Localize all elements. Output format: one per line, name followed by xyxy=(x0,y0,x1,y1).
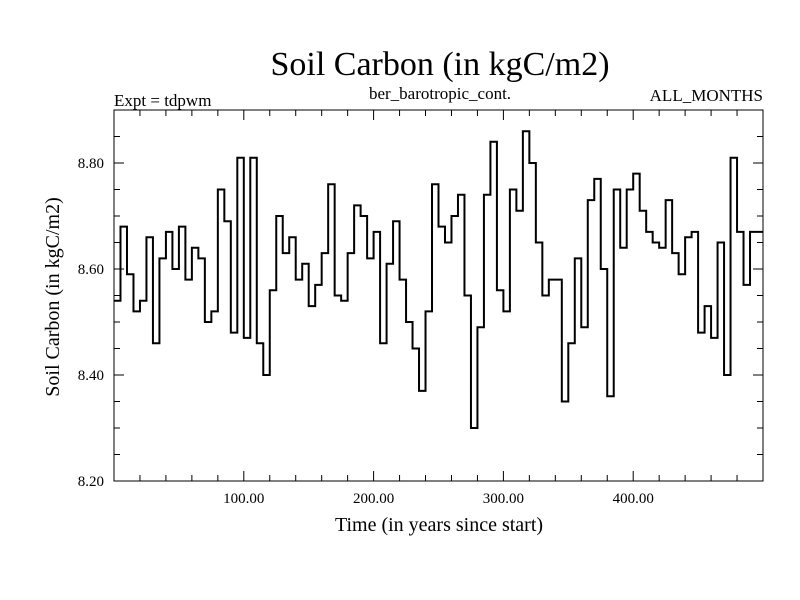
y-tick-label: 8.60 xyxy=(78,262,104,278)
y-axis-label: Soil Carbon (in kgC/m2) xyxy=(42,197,64,396)
y-tick-label: 8.80 xyxy=(78,156,104,172)
x-tick-label: 300.00 xyxy=(483,491,524,507)
experiment-label: Expt = tdpwm xyxy=(114,91,211,110)
series-line-soil-carbon xyxy=(114,130,763,429)
chart-title: Soil Carbon (in kgC/m2) xyxy=(270,46,609,83)
x-tick-label: 100.00 xyxy=(223,491,264,507)
months-label: ALL_MONTHS xyxy=(650,86,763,105)
y-tick-label: 8.40 xyxy=(78,368,104,384)
chart-subtitle: ber_barotropic_cont. xyxy=(369,84,511,103)
y-tick-label: 8.20 xyxy=(78,474,104,490)
x-tick-label: 400.00 xyxy=(613,491,654,507)
x-axis-label: Time (in years since start) xyxy=(335,514,543,536)
plot-frame xyxy=(113,109,764,482)
plot-area: 100.00 200.00 300.00 400.00 8.20 8.40 8.60 8.80 xyxy=(78,109,764,507)
x-tick-label: 200.00 xyxy=(353,491,394,507)
